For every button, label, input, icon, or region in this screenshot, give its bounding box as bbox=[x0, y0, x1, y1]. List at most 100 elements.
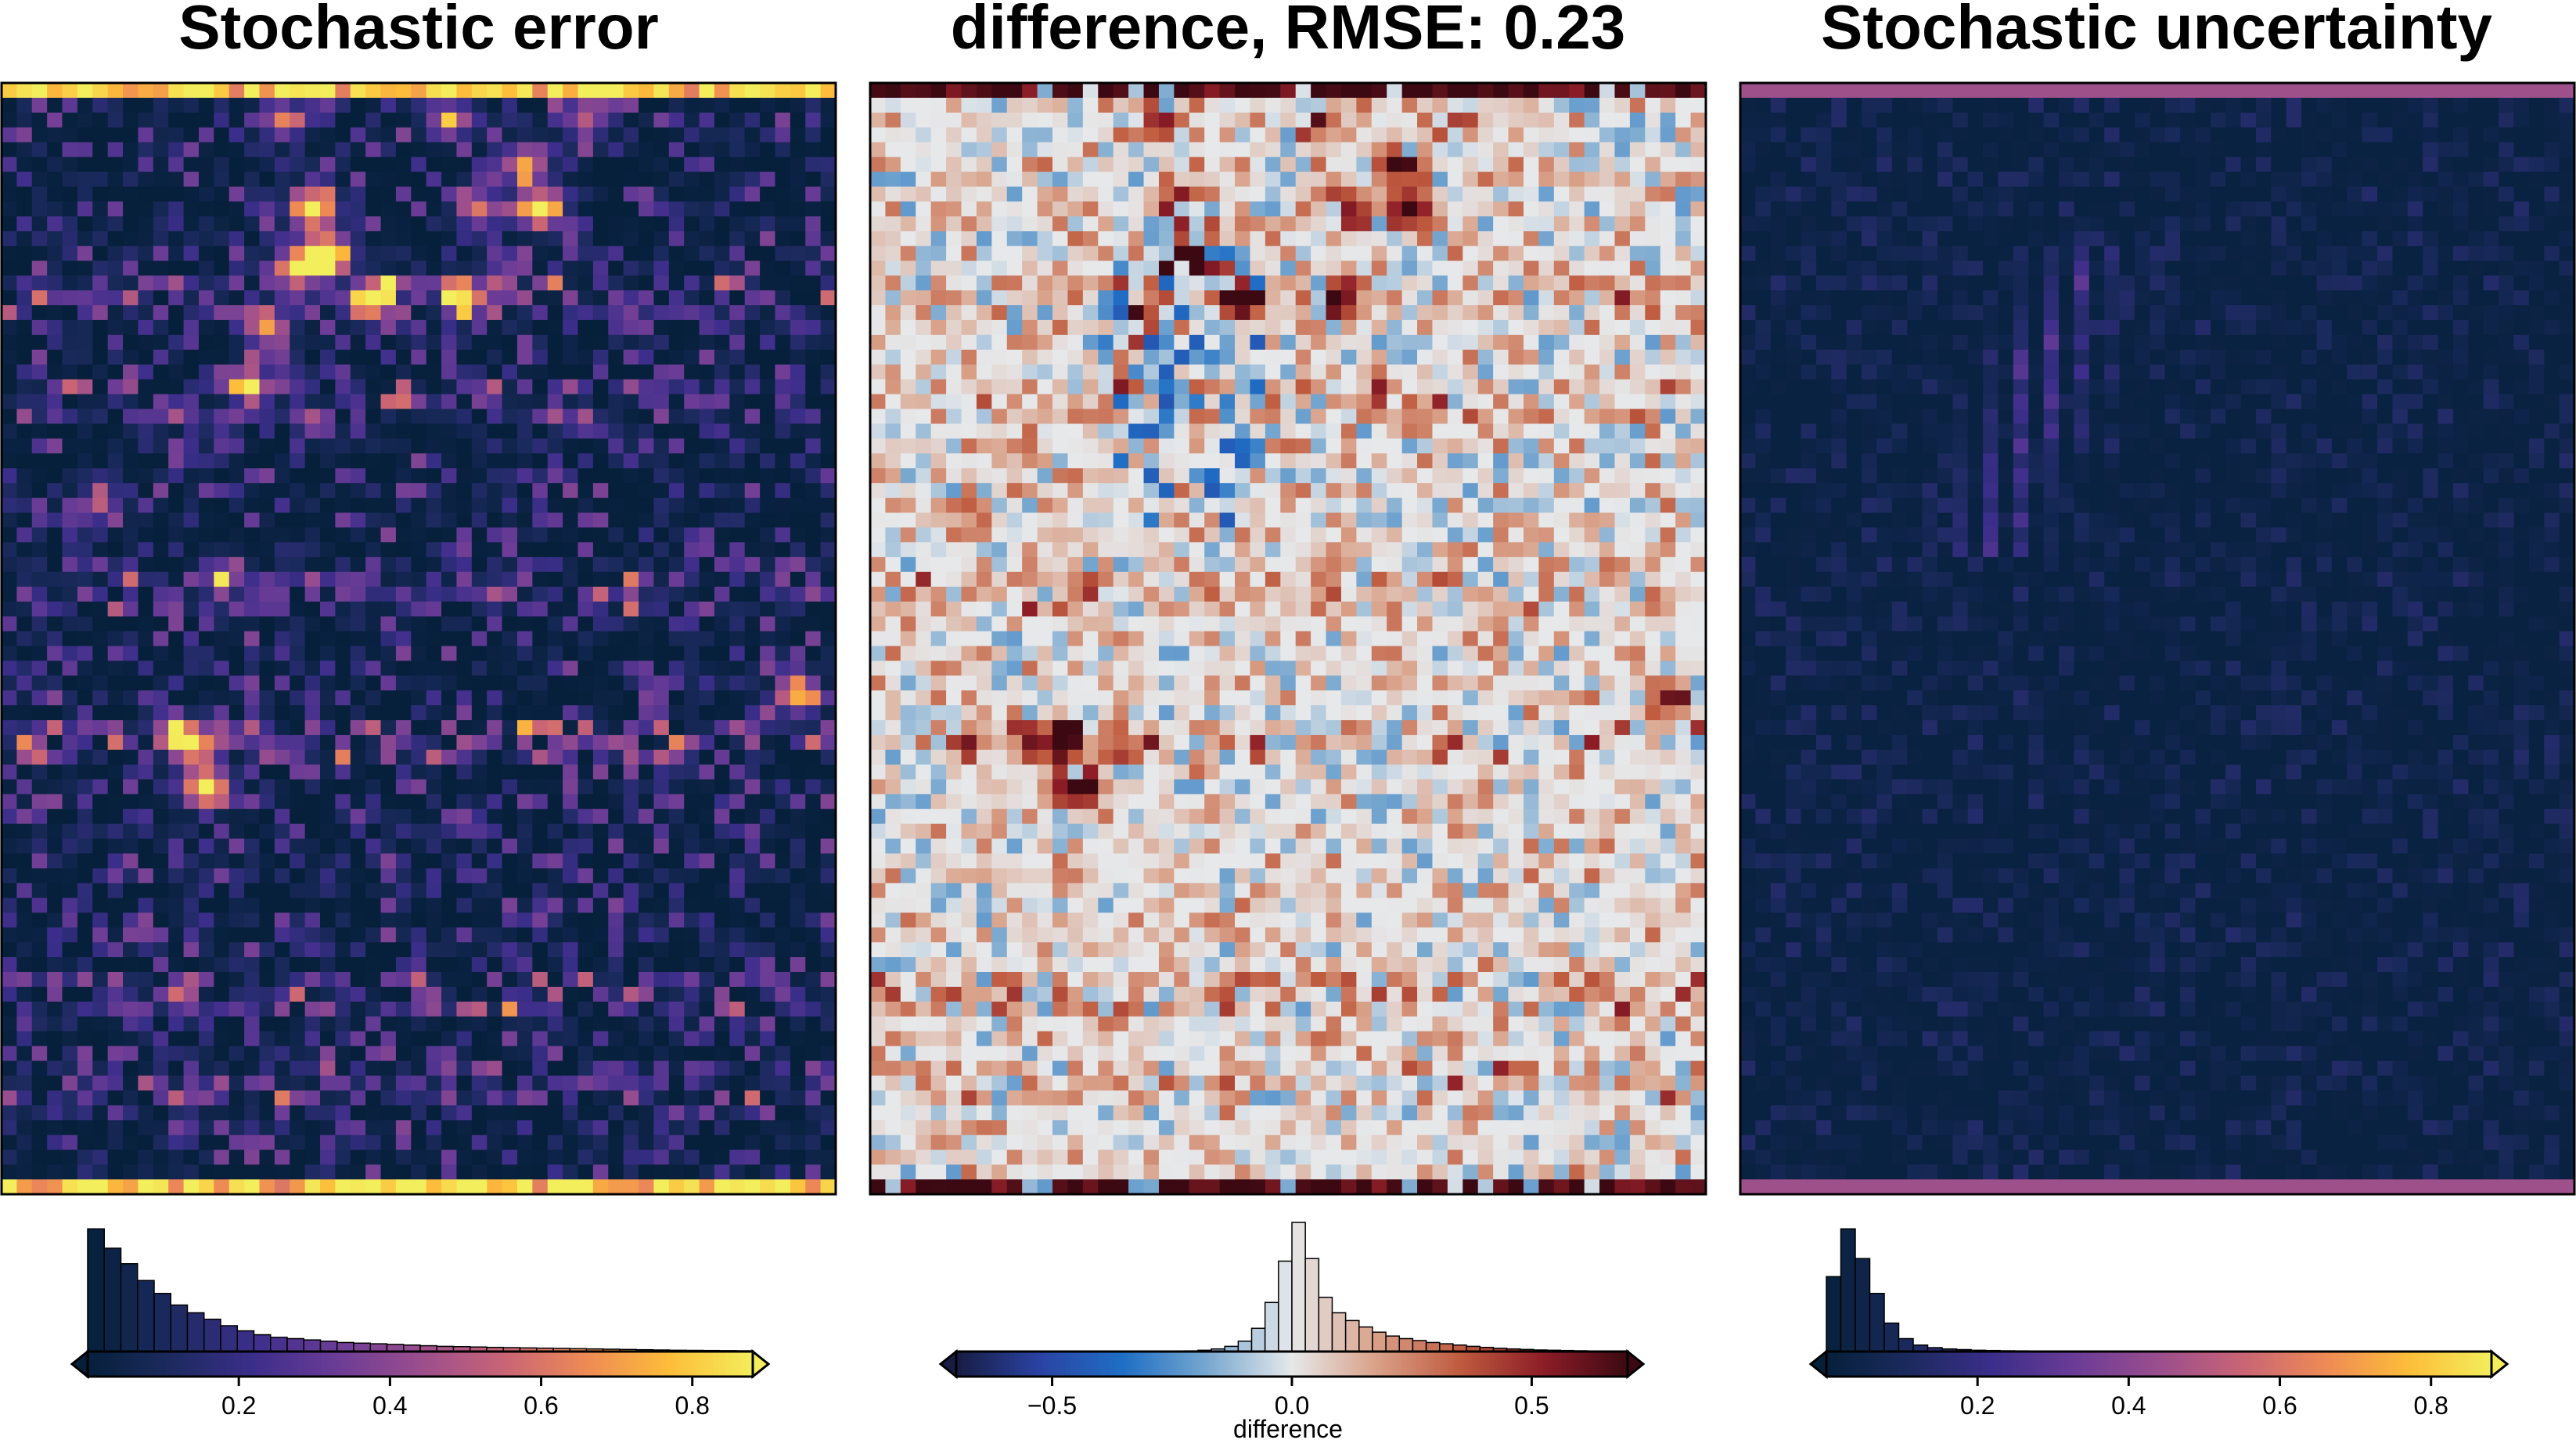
heatmap-cell bbox=[47, 631, 63, 647]
heatmap-cell bbox=[1553, 275, 1570, 291]
heatmap-cell bbox=[820, 675, 836, 691]
heatmap-cell bbox=[532, 1120, 549, 1136]
heatmap-cell bbox=[1660, 275, 1676, 291]
heatmap-cell bbox=[320, 157, 336, 173]
heatmap-cell bbox=[395, 112, 412, 128]
heatmap-cell bbox=[183, 571, 200, 588]
heatmap-cell bbox=[930, 290, 947, 306]
heatmap-cell bbox=[274, 601, 290, 617]
heatmap-cell bbox=[487, 927, 503, 943]
heatmap-cell bbox=[426, 779, 442, 795]
heatmap-cell bbox=[320, 1135, 336, 1150]
heatmap-cell bbox=[592, 556, 609, 573]
heatmap-cell bbox=[274, 453, 290, 469]
heatmap-cell bbox=[1022, 216, 1038, 232]
heatmap-cell bbox=[729, 808, 746, 825]
heatmap-cell bbox=[1599, 142, 1616, 158]
heatmap-cell bbox=[1538, 157, 1555, 173]
heatmap-cell bbox=[775, 1016, 791, 1032]
heatmap-cell bbox=[2, 675, 17, 691]
heatmap-cell bbox=[502, 1120, 518, 1136]
heatmap-cell bbox=[1690, 171, 1707, 188]
heatmap-cell bbox=[290, 927, 306, 943]
heatmap-cell bbox=[608, 83, 624, 99]
heatmap-cell bbox=[1006, 97, 1023, 113]
heatmap-cell bbox=[107, 112, 124, 128]
heatmap-cell bbox=[668, 127, 685, 143]
heatmap-cell bbox=[77, 912, 93, 928]
heatmap-cell bbox=[320, 838, 336, 855]
heatmap-cell bbox=[502, 261, 518, 276]
heatmap-cell bbox=[456, 171, 473, 188]
heatmap-cell bbox=[350, 349, 366, 365]
heatmap-cell bbox=[991, 231, 1008, 247]
heatmap-cell bbox=[441, 661, 458, 676]
heatmap-cell bbox=[1356, 142, 1373, 158]
heatmap-cell bbox=[62, 83, 78, 99]
heatmap-cell bbox=[16, 349, 33, 365]
heatmap-cell bbox=[153, 1150, 169, 1165]
heatmap-cell bbox=[274, 438, 290, 454]
heatmap-cell bbox=[411, 83, 427, 99]
heatmap-cell bbox=[153, 631, 169, 647]
heatmap-cell bbox=[684, 1046, 700, 1062]
heatmap-cell bbox=[563, 498, 579, 513]
heatmap-cell bbox=[1508, 142, 1524, 158]
heatmap-cell bbox=[487, 942, 503, 958]
heatmap-cell bbox=[153, 586, 169, 603]
heatmap-cell bbox=[532, 720, 549, 736]
heatmap-cell bbox=[426, 231, 442, 247]
heatmap-cell bbox=[168, 201, 185, 217]
heatmap-cell bbox=[487, 750, 503, 765]
heatmap-cell bbox=[153, 246, 169, 261]
heatmap-cell bbox=[426, 498, 442, 513]
heatmap-cell bbox=[2, 423, 17, 439]
heatmap-cell bbox=[1265, 171, 1281, 188]
heatmap-cell bbox=[930, 127, 947, 143]
heatmap-cell bbox=[547, 1105, 563, 1121]
heatmap-cell bbox=[411, 246, 427, 261]
heatmap-cell bbox=[577, 157, 594, 173]
heatmap-cell bbox=[380, 720, 397, 736]
heatmap-cell bbox=[729, 1120, 746, 1136]
heatmap-cell bbox=[653, 675, 670, 691]
heatmap-cell bbox=[729, 631, 746, 647]
heatmap-cell bbox=[77, 498, 93, 513]
heatmap-cell bbox=[775, 838, 791, 855]
heatmap-cell bbox=[760, 97, 776, 113]
heatmap-cell bbox=[744, 1164, 761, 1180]
heatmap-cell bbox=[304, 690, 321, 706]
heatmap-cell bbox=[304, 127, 321, 143]
heatmap-cell bbox=[168, 571, 185, 588]
heatmap-cell bbox=[790, 735, 806, 750]
heatmap-cell bbox=[198, 1001, 214, 1017]
heatmap-cell bbox=[930, 275, 947, 291]
heatmap-cell bbox=[456, 513, 473, 528]
heatmap-cell bbox=[259, 853, 275, 869]
heatmap-cell bbox=[729, 972, 746, 988]
heatmap-cell bbox=[1614, 127, 1631, 143]
heatmap-cell bbox=[214, 705, 230, 721]
heatmap-cell bbox=[153, 898, 169, 913]
heatmap-cell bbox=[290, 513, 306, 528]
heatmap-cell bbox=[653, 1090, 670, 1106]
heatmap-cell bbox=[502, 231, 518, 247]
heatmap-cell bbox=[1401, 216, 1418, 232]
heatmap-cell bbox=[744, 112, 761, 128]
heatmap-cell bbox=[1219, 142, 1236, 158]
heatmap-cell bbox=[820, 498, 836, 513]
heatmap-cell bbox=[760, 1090, 776, 1106]
heatmap-cell bbox=[62, 1001, 78, 1017]
heatmap-cell bbox=[1447, 305, 1463, 321]
heatmap-cell bbox=[411, 675, 427, 691]
heatmap-cell bbox=[290, 1031, 306, 1047]
heatmap-cell bbox=[805, 527, 822, 543]
heatmap-cell bbox=[668, 513, 685, 528]
heatmap-cell bbox=[577, 1105, 594, 1121]
heatmap-cell bbox=[1614, 142, 1631, 158]
heatmap-cell bbox=[214, 157, 230, 173]
heatmap-cell bbox=[244, 127, 261, 143]
heatmap-cell bbox=[214, 231, 230, 247]
heatmap-cell bbox=[138, 1090, 154, 1106]
heatmap-cell bbox=[760, 186, 776, 203]
